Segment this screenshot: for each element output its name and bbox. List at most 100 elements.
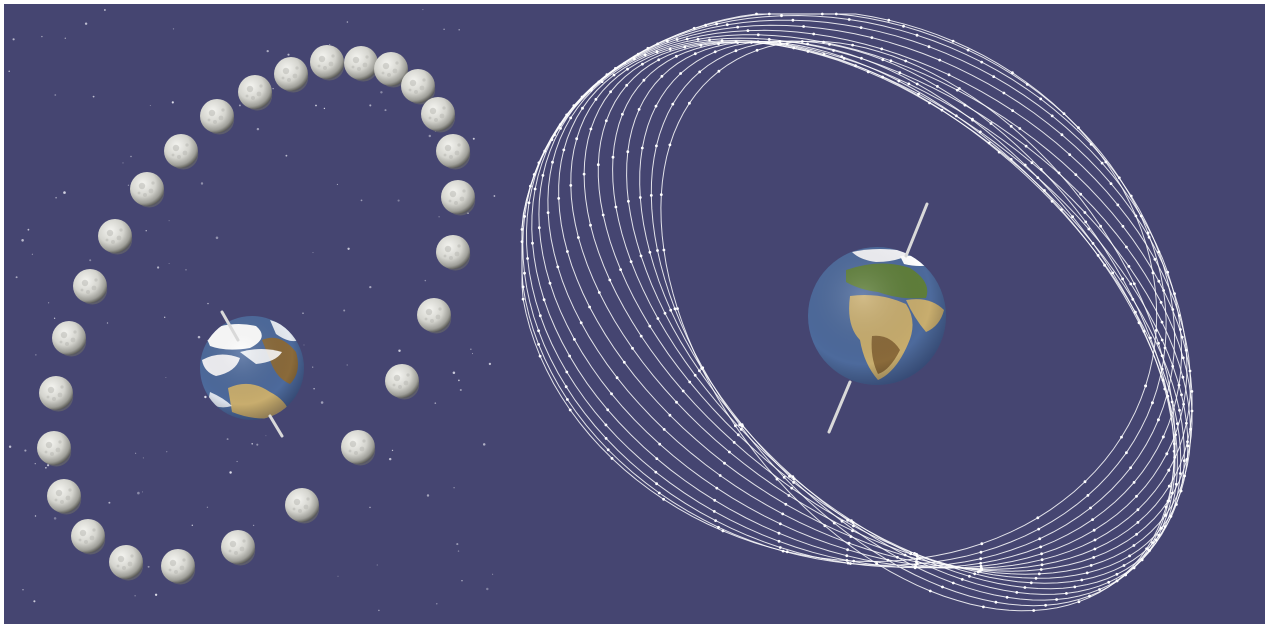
orbit-point bbox=[658, 442, 662, 446]
star bbox=[461, 580, 463, 582]
orbit-point bbox=[859, 26, 863, 29]
star bbox=[64, 37, 66, 39]
moon-icon bbox=[385, 364, 420, 400]
orbit-point bbox=[589, 223, 592, 227]
star bbox=[149, 105, 151, 106]
orbit-point bbox=[806, 42, 809, 46]
moon-icon bbox=[47, 479, 82, 515]
star bbox=[147, 565, 150, 568]
orbit-point bbox=[951, 581, 955, 585]
orbit-point bbox=[1127, 265, 1131, 268]
orbit-point bbox=[565, 370, 569, 374]
star bbox=[130, 155, 132, 158]
orbit-point bbox=[936, 85, 939, 88]
orbit-point bbox=[1040, 552, 1043, 556]
star bbox=[287, 53, 290, 56]
moon-icon bbox=[109, 545, 144, 581]
orbit-point bbox=[955, 88, 959, 92]
star bbox=[134, 595, 136, 597]
star bbox=[369, 104, 372, 107]
star bbox=[35, 354, 37, 356]
orbit-point bbox=[1050, 114, 1054, 118]
star bbox=[236, 460, 238, 463]
orbit-point bbox=[1181, 375, 1185, 379]
orbit-point bbox=[537, 329, 540, 333]
star bbox=[165, 376, 167, 378]
orbit-point bbox=[641, 62, 644, 66]
orbit-point bbox=[1080, 578, 1084, 582]
orbit-point bbox=[668, 47, 672, 51]
orbit-point bbox=[927, 45, 931, 49]
orbit-point bbox=[679, 72, 682, 75]
orbit-point bbox=[668, 413, 672, 417]
orbit-point bbox=[1147, 235, 1151, 239]
star bbox=[388, 457, 392, 461]
orbit-point bbox=[606, 408, 610, 412]
orbit-point bbox=[1169, 515, 1173, 518]
orbit-point bbox=[1151, 401, 1154, 405]
orbit-point bbox=[655, 457, 659, 460]
moon-icon bbox=[436, 235, 471, 271]
orbit-point bbox=[588, 305, 591, 309]
star bbox=[45, 467, 47, 469]
star bbox=[376, 564, 378, 566]
orbit-point bbox=[767, 12, 771, 16]
orbit-point bbox=[1115, 572, 1119, 576]
orbit-point bbox=[812, 32, 816, 36]
orbit-point bbox=[976, 570, 980, 574]
orbit-point bbox=[1015, 591, 1019, 594]
star bbox=[33, 600, 36, 603]
orbit-point bbox=[881, 75, 884, 79]
orbit-point bbox=[712, 510, 716, 513]
star bbox=[378, 609, 380, 612]
orbit-point bbox=[654, 470, 658, 474]
orbit-point bbox=[608, 278, 612, 282]
star bbox=[320, 401, 324, 404]
orbit-point bbox=[520, 228, 524, 231]
orbit-point bbox=[631, 346, 634, 350]
orbit-point bbox=[951, 39, 955, 43]
orbit-point bbox=[671, 102, 675, 106]
orbit-point bbox=[1040, 563, 1044, 567]
orbit-point bbox=[577, 236, 580, 239]
orbit-point bbox=[676, 307, 679, 311]
orbit-point bbox=[1153, 257, 1157, 261]
orbit-point bbox=[997, 150, 1001, 154]
star bbox=[424, 279, 427, 282]
star bbox=[8, 70, 10, 73]
orbit-point bbox=[622, 360, 626, 364]
star bbox=[12, 38, 15, 41]
orbit-point bbox=[1151, 541, 1154, 544]
star bbox=[313, 388, 315, 390]
orbit-point bbox=[736, 41, 739, 44]
orbit-point bbox=[569, 116, 573, 120]
star bbox=[34, 515, 37, 517]
orbit-point bbox=[1121, 277, 1124, 281]
orbit-point bbox=[902, 24, 905, 28]
orbit-point bbox=[675, 400, 678, 404]
orbit-point bbox=[1177, 314, 1181, 317]
star bbox=[166, 451, 168, 453]
star bbox=[204, 395, 207, 399]
orbit-point bbox=[1180, 393, 1183, 397]
orbit-point bbox=[1077, 600, 1081, 604]
orbit-point bbox=[1167, 484, 1171, 488]
orbit-point bbox=[1145, 547, 1148, 551]
star bbox=[168, 263, 170, 264]
orbit-point bbox=[1142, 329, 1146, 333]
orbit-point bbox=[1115, 579, 1119, 583]
orbit-point bbox=[656, 317, 660, 320]
orbit-point bbox=[612, 73, 616, 77]
orbit-point bbox=[1060, 133, 1064, 137]
moon-icon bbox=[421, 97, 456, 133]
star bbox=[471, 353, 474, 355]
moon-icon bbox=[417, 298, 452, 334]
orbit-point bbox=[626, 150, 630, 154]
orbit-point bbox=[1167, 468, 1171, 472]
orbit-point bbox=[781, 512, 785, 516]
orbit-point bbox=[662, 497, 665, 501]
orbit-point bbox=[1144, 384, 1147, 388]
orbit-point bbox=[736, 433, 740, 437]
orbit-point bbox=[526, 257, 529, 260]
orbit-point bbox=[940, 108, 944, 112]
